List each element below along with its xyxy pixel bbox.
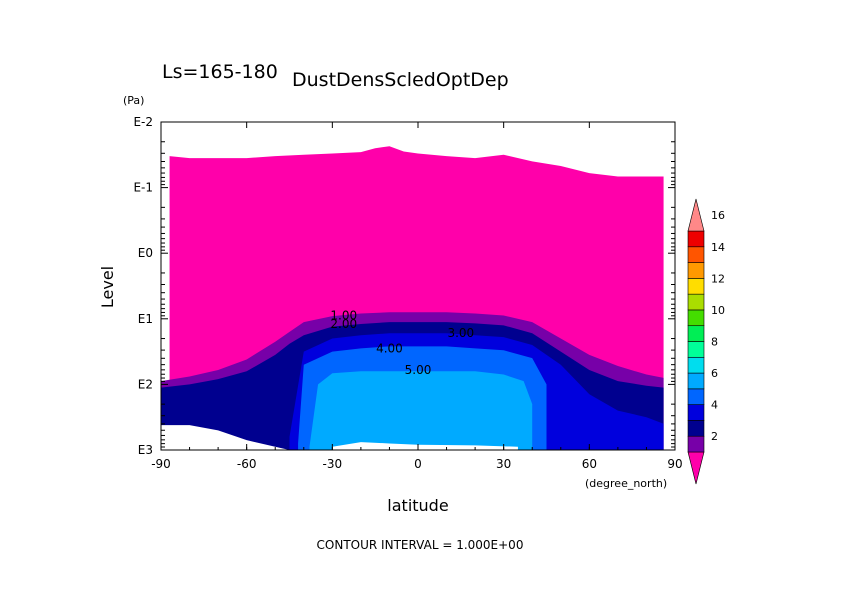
colorbar-top-triangle bbox=[687, 198, 705, 232]
y-tick-label: E2 bbox=[138, 377, 153, 391]
colorbar-label: 10 bbox=[711, 304, 725, 317]
colorbar: 2 4 6 8 10 12 14 16 bbox=[687, 198, 725, 485]
colorbar-box bbox=[687, 309, 705, 327]
y-tick-label: E0 bbox=[138, 246, 153, 260]
x-tick-label: 30 bbox=[496, 457, 511, 471]
contour-fill-level-5 bbox=[309, 371, 533, 450]
y-tick-label: E1 bbox=[138, 312, 153, 326]
colorbar-bottom-triangle bbox=[687, 451, 705, 485]
colorbar-label: 14 bbox=[711, 241, 725, 254]
contour-label-5: 5.00 bbox=[405, 363, 432, 377]
contour-label-3: 3.00 bbox=[447, 326, 474, 340]
y-tick-label: E-2 bbox=[133, 115, 153, 129]
colorbar-box bbox=[687, 404, 705, 421]
colorbar-label: 8 bbox=[711, 336, 718, 349]
colorbar-label: 12 bbox=[711, 272, 725, 285]
contour-interval-note: CONTOUR INTERVAL = 1.000E+00 bbox=[317, 538, 524, 552]
y-tick-label: E-1 bbox=[133, 181, 153, 195]
contour-label-4: 4.00 bbox=[376, 341, 403, 355]
colorbar-box bbox=[687, 278, 705, 295]
x-unit-label: (degree_north) bbox=[585, 477, 667, 490]
colorbar-box bbox=[687, 388, 705, 405]
colorbar-box bbox=[687, 230, 705, 248]
contour-label-2: 2.00 bbox=[330, 317, 357, 331]
colorbar-box bbox=[687, 246, 705, 263]
y-unit-label: (Pa) bbox=[123, 94, 144, 107]
colorbar-label: 2 bbox=[711, 430, 718, 443]
colorbar-box bbox=[687, 435, 705, 453]
missing-data-bottom bbox=[161, 425, 518, 450]
colorbar-label: 6 bbox=[711, 367, 718, 380]
contour-label-1: 1.00 bbox=[330, 309, 357, 323]
colorbar-box bbox=[687, 372, 705, 390]
colorbar-box bbox=[687, 262, 705, 279]
x-tick-label: 60 bbox=[582, 457, 597, 471]
y-tick-label: E3 bbox=[138, 443, 153, 457]
colorbar-box bbox=[687, 356, 705, 374]
colorbar-label: 4 bbox=[711, 399, 718, 412]
colorbar-box bbox=[687, 341, 705, 358]
colorbar-box bbox=[687, 325, 705, 342]
colorbar-box bbox=[687, 420, 705, 437]
x-axis-label: latitude bbox=[387, 496, 448, 515]
x-tick-label: -60 bbox=[237, 457, 257, 471]
chart-title: DustDensScledOptDep bbox=[292, 69, 509, 91]
colorbar-box bbox=[687, 293, 705, 311]
x-tick-label: -30 bbox=[323, 457, 343, 471]
x-tick-label: 90 bbox=[667, 457, 682, 471]
x-tick-label: 0 bbox=[414, 457, 422, 471]
y-axis-label: Level bbox=[98, 266, 117, 308]
x-tick-label: -90 bbox=[151, 457, 171, 471]
period-label: Ls=165-180 bbox=[162, 61, 278, 83]
plot-area bbox=[161, 122, 675, 450]
colorbar-label: 16 bbox=[711, 209, 725, 222]
